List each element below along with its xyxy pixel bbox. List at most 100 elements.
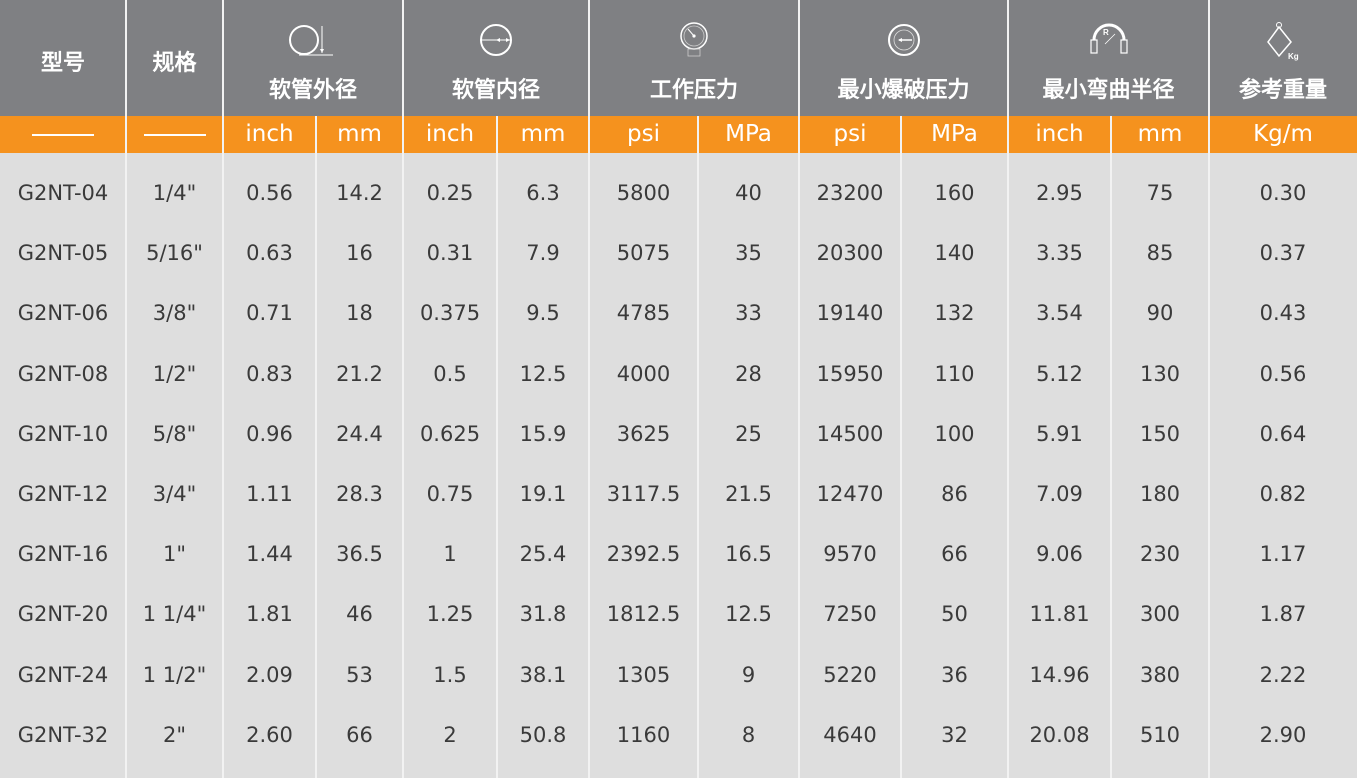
- table-cell: 1.87: [1259, 602, 1307, 627]
- column-divider: [402, 0, 404, 778]
- row-model-cell: G2NT-05: [17, 241, 109, 266]
- column-divider: [125, 0, 127, 778]
- table-cell: 21.5: [725, 482, 772, 506]
- row-model-cell: G2NT-32: [17, 722, 109, 747]
- table-cell: 300: [1139, 602, 1181, 627]
- outer-diameter-icon: [289, 25, 333, 56]
- table-cell: 1.11: [246, 482, 293, 506]
- table-cell: 1/2": [152, 361, 197, 386]
- table-cell: 0.31: [426, 241, 474, 266]
- table-cell: 38.1: [519, 662, 567, 687]
- table-cell: 36.5: [336, 542, 383, 567]
- table-cell: 8: [741, 722, 756, 747]
- table-cell: 85: [1146, 241, 1174, 266]
- header-outer-diameter: 软管外径: [223, 0, 403, 116]
- column-divider: [798, 0, 800, 778]
- table-cell: 53: [346, 662, 373, 687]
- table-cell: 0.75: [426, 482, 474, 506]
- table-cell: 40: [735, 181, 762, 205]
- table-body: [0, 153, 1357, 778]
- table-cell: 86: [941, 482, 968, 506]
- header-working-pressure: 工作压力: [589, 0, 799, 116]
- header-spec: 规格: [126, 0, 223, 116]
- column-divider: [697, 116, 699, 778]
- burst-gauge-icon: [887, 24, 920, 56]
- table-cell: 140: [934, 241, 975, 266]
- table-cell: 15950: [816, 361, 884, 386]
- unit-label: inch: [425, 121, 475, 147]
- table-cell: 14500: [816, 421, 884, 446]
- table-cell: 3625: [616, 421, 671, 446]
- table-cell: 3.35: [1036, 241, 1083, 266]
- table-cell: 0.82: [1259, 482, 1307, 506]
- table-cell: 1/4": [152, 181, 197, 205]
- column-divider: [1208, 0, 1210, 778]
- table-cell: 9: [741, 662, 756, 687]
- table-cell: 7.9: [526, 241, 560, 266]
- table-cell: 5075: [616, 241, 671, 266]
- column-divider: [1110, 116, 1112, 778]
- row-model-cell: G2NT-12: [17, 482, 109, 506]
- row-model-cell: G2NT-08: [17, 361, 109, 386]
- table-cell: 1.44: [246, 542, 293, 567]
- table-cell: 24.4: [336, 421, 383, 446]
- table-cell: 32: [941, 722, 968, 747]
- table-cell: 5.12: [1036, 361, 1083, 386]
- table-cell: 5/8": [152, 421, 197, 446]
- table-cell: 0.64: [1259, 421, 1307, 446]
- table-cell: 510: [1139, 722, 1181, 747]
- table-cell: 28: [735, 361, 762, 386]
- row-model-cell: G2NT-04: [17, 181, 109, 205]
- table-cell: 180: [1139, 482, 1181, 506]
- header-model: 型号: [0, 0, 126, 116]
- table-cell: 14.2: [336, 181, 383, 205]
- table-cell: 0.625: [419, 421, 481, 446]
- table-cell: 100: [934, 421, 975, 446]
- table-cell: 0.71: [246, 301, 293, 326]
- weight-letter: Kg: [1288, 52, 1299, 61]
- table-cell: 9.06: [1036, 542, 1083, 567]
- table-cell: 4640: [823, 722, 877, 747]
- table-cell: 3/8": [152, 301, 197, 326]
- table-cell: 19140: [816, 301, 884, 326]
- table-cell: 2.90: [1259, 722, 1307, 747]
- table-cell: 11.81: [1029, 602, 1090, 627]
- unit-label: psi: [627, 121, 660, 147]
- header-model-label: 型号: [40, 51, 85, 76]
- table-cell: 33: [735, 301, 762, 326]
- table-cell: 1.17: [1259, 542, 1307, 567]
- table-cell: 18: [346, 301, 373, 326]
- unit-spec-dash: [126, 116, 223, 153]
- table-cell: 110: [934, 361, 975, 386]
- table-cell: 0.56: [246, 181, 293, 205]
- unit-label: inch: [1035, 121, 1084, 147]
- header-min-burst-pressure-label: 最小爆破压力: [837, 78, 970, 103]
- column-divider: [222, 0, 224, 778]
- header-min-bend-radius: R 最小弯曲半径: [1008, 0, 1209, 116]
- table-cell: 1 1/4": [142, 602, 207, 627]
- table-cell: 12.5: [725, 602, 772, 627]
- table-cell: 0.43: [1259, 301, 1307, 326]
- header-outer-diameter-label: 软管外径: [268, 78, 357, 103]
- table-cell: 0.25: [426, 181, 474, 205]
- table-cell: 1305: [616, 662, 671, 687]
- table-cell: 2.60: [246, 722, 293, 747]
- table-cell: 20.08: [1029, 722, 1090, 747]
- row-model-cell: G2NT-10: [17, 421, 109, 446]
- table-cell: 0.30: [1259, 181, 1307, 205]
- table-cell: 75: [1146, 181, 1174, 205]
- header-weight: Kg 参考重量: [1209, 0, 1357, 116]
- table-cell: 46: [346, 602, 373, 627]
- unit-model-dash: [0, 116, 126, 153]
- table-cell: 90: [1146, 301, 1174, 326]
- pressure-gauge-icon: [680, 22, 708, 57]
- table-cell: 0.63: [246, 241, 293, 266]
- table-cell: 230: [1139, 542, 1181, 567]
- unit-label: mm: [1137, 121, 1183, 147]
- table-cell: 132: [934, 301, 975, 326]
- table-cell: 6.3: [526, 181, 560, 205]
- table-cell: 12.5: [519, 361, 567, 386]
- table-cell: 50: [941, 602, 968, 627]
- table-cell: 19.1: [519, 482, 567, 506]
- table-cell: 66: [941, 542, 968, 567]
